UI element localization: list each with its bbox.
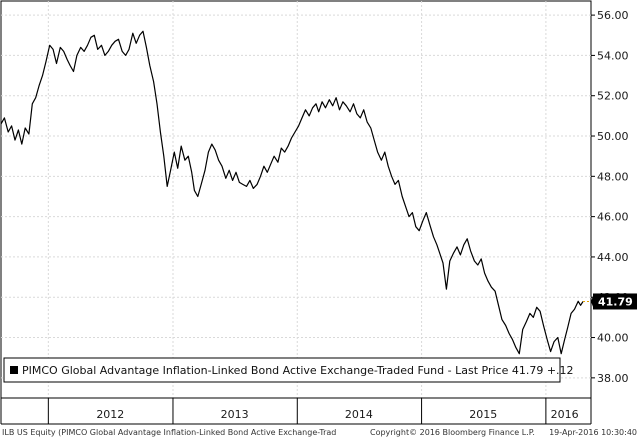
series-layer xyxy=(0,30,584,355)
ytick-label: 50.00 xyxy=(597,130,629,143)
ytick-label: 38.00 xyxy=(597,372,629,385)
footer-timestamp: 19-Apr-2016 10:30:40 xyxy=(549,428,637,437)
ytick-label: 40.00 xyxy=(597,332,629,345)
x-axis: 2012 2013 2014 2015 2016 xyxy=(0,397,592,425)
ytick-label: 54.00 xyxy=(597,49,629,62)
last-price-label: 41.79 xyxy=(598,295,633,308)
series-line xyxy=(0,30,584,355)
xtick-label: 2014 xyxy=(345,408,373,421)
ytick-label: 52.00 xyxy=(597,90,629,103)
last-price-badge xyxy=(593,293,637,310)
legend-box xyxy=(3,357,561,383)
legend: PIMCO Global Advantage Inflation-Linked … xyxy=(3,357,574,383)
y-axis: 38.0040.0042.0044.0046.0048.0050.0052.00… xyxy=(591,9,629,385)
xtick-label: 2015 xyxy=(469,408,497,421)
last-price-pointer xyxy=(591,293,594,310)
footer-copyright: Copyright© 2016 Bloomberg Finance L.P. xyxy=(370,428,535,437)
legend-label: PIMCO Global Advantage Inflation-Linked … xyxy=(22,364,574,377)
xtick-label: 2012 xyxy=(96,408,124,421)
plot-area xyxy=(0,0,592,399)
footer-ticker: ILB US Equity (PIMCO Global Advantage In… xyxy=(2,428,336,437)
last-price-marker: 41.79 xyxy=(583,293,637,310)
ytick-label: 44.00 xyxy=(597,251,629,264)
ytick-label: 56.00 xyxy=(597,9,629,22)
xtick-label: 2013 xyxy=(221,408,249,421)
ytick-label: 46.00 xyxy=(597,211,629,224)
footer: ILB US Equity (PIMCO Global Advantage In… xyxy=(2,428,637,437)
ytick-label: 48.00 xyxy=(597,170,629,183)
legend-swatch xyxy=(10,366,18,374)
xtick-label: 2016 xyxy=(551,408,579,421)
